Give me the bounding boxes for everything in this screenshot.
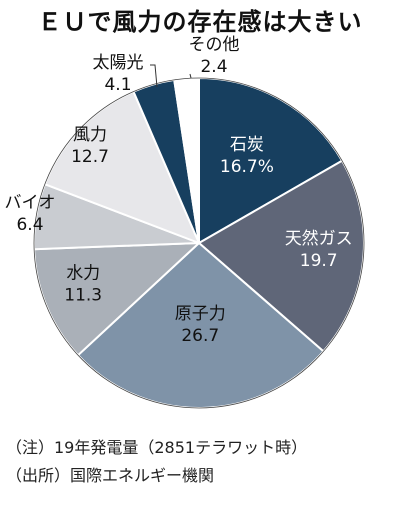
slice-name-label: 石炭 (230, 135, 264, 155)
slice-value-label: 11.3 (64, 286, 102, 306)
leader-line (189, 73, 192, 79)
slice-name-label: バイオ (5, 193, 56, 213)
slice-value-label: 12.7 (71, 147, 109, 167)
pie-outline (33, 77, 365, 409)
slice-value-label: 26.7 (181, 326, 219, 346)
slice-value-label: 4.1 (104, 75, 131, 95)
slice-value-label: 6.4 (16, 215, 43, 235)
slice-value-label: 19.7 (300, 251, 338, 271)
slice-name-label: 風力 (73, 125, 107, 145)
leader-line (150, 64, 158, 88)
slice-name-label: 天然ガス (285, 229, 353, 249)
slice-value-label: 16.7% (220, 157, 274, 177)
footnote-source: （出所）国際エネルギー機関 (6, 466, 215, 485)
chart-title: ＥＵで風力の存在感は大きい (37, 8, 363, 36)
slice-name-label: その他 (189, 35, 240, 55)
slice-value-label: 2.4 (200, 57, 227, 77)
footnote-note: （注）19年発電量（2851テラワット時） (6, 438, 308, 457)
slice-name-label: 太陽光 (93, 53, 144, 73)
slice-name-label: 原子力 (175, 304, 226, 324)
slice-name-label: 水力 (66, 264, 100, 284)
